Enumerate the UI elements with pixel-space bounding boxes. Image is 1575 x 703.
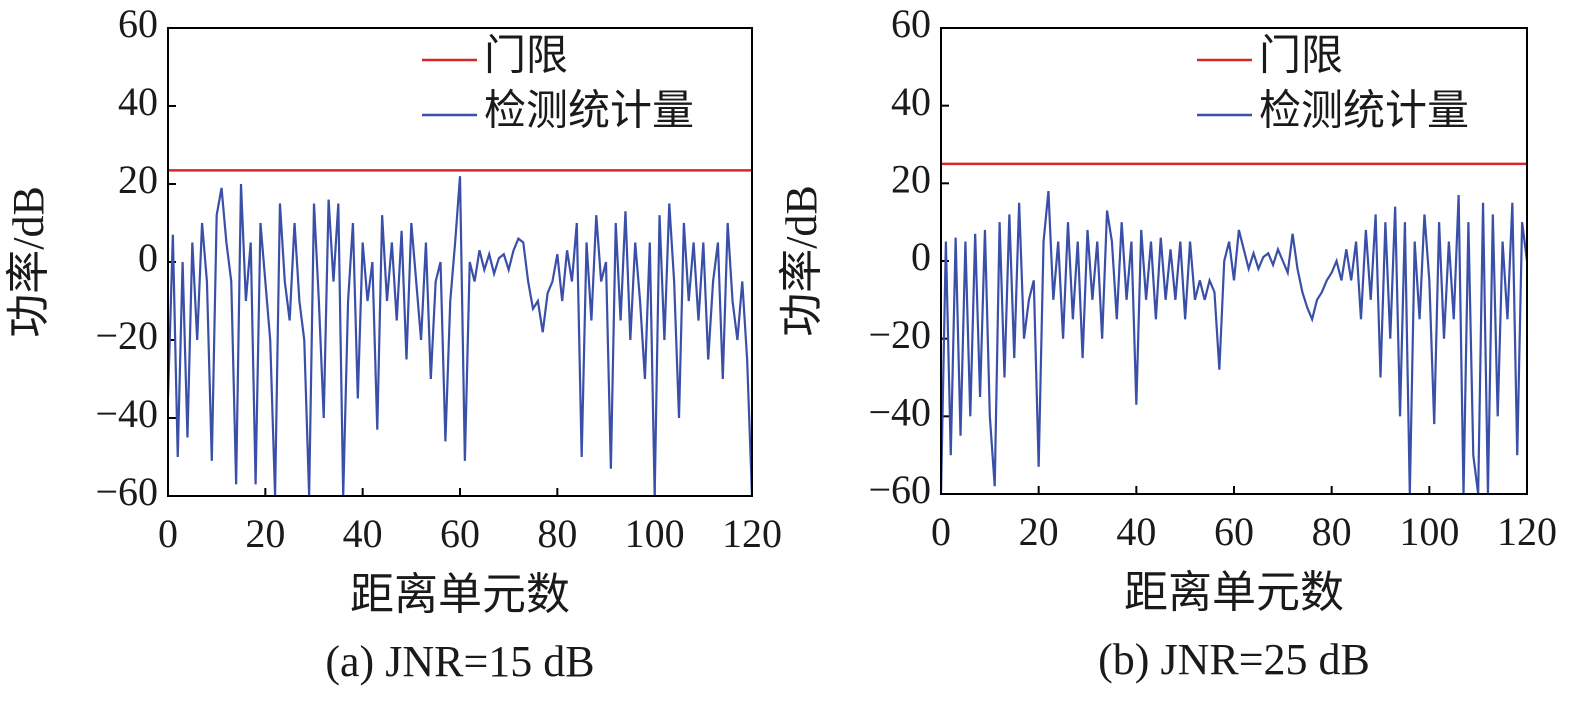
y-axis-label: 功率/dB [777, 185, 826, 337]
y-tick-label: −20 [95, 313, 158, 358]
x-tick-label: 100 [1399, 509, 1459, 554]
y-tick-label: −20 [868, 312, 931, 357]
legend-label: 门限 [1259, 34, 1343, 80]
x-tick-label: 0 [158, 511, 178, 556]
x-tick-label: 80 [1312, 509, 1352, 554]
chart: −60 −40 −20 0 20 40 60 0 20 40 60 80 100 120 门限检测统计量距离… [777, 1, 1557, 684]
x-tick-label: 60 [1214, 509, 1254, 554]
x-tick-label: 0 [931, 509, 951, 554]
x-tick-label: 60 [440, 511, 480, 556]
x-tick-label: 80 [537, 511, 577, 556]
x-tick-label: 40 [343, 511, 383, 556]
legend-label: 检测统计量 [1259, 88, 1469, 135]
x-tick-label: 40 [1116, 509, 1156, 554]
y-tick-label: 60 [118, 1, 158, 46]
y-tick-label: 40 [891, 79, 931, 124]
x-tick-label: 20 [245, 511, 285, 556]
y-tick-label: −60 [95, 469, 158, 514]
y-axis-label: 功率/dB [4, 186, 53, 338]
caption: (a) JNR=15 dB [325, 637, 594, 686]
y-tick-label: 0 [138, 235, 158, 280]
x-axis-label: 距离单元数 [1124, 568, 1344, 617]
y-tick-label: −40 [95, 391, 158, 436]
y-tick-label: 20 [891, 157, 931, 202]
x-tick-label: 120 [722, 511, 782, 556]
plot-frame [167, 27, 753, 497]
plot-frame [940, 27, 1528, 495]
y-tick-label: 40 [118, 79, 158, 124]
x-axis-label: 距离单元数 [350, 570, 570, 619]
y-tick-label: −60 [868, 467, 931, 512]
legend-label: 门限 [484, 34, 568, 80]
x-tick-label: 100 [625, 511, 685, 556]
x-tick-label: 20 [1019, 509, 1059, 554]
y-tick-label: 60 [891, 1, 931, 46]
y-tick-label: −40 [868, 390, 931, 435]
series-line [941, 190, 1527, 494]
y-tick-label: 0 [911, 234, 931, 279]
caption: (b) JNR=25 dB [1098, 635, 1370, 684]
x-tick-label: 120 [1497, 509, 1557, 554]
chart: −60 −40 −20 0 20 40 60 0 20 40 60 80 100 120 门限检测统计量距离… [4, 1, 782, 686]
series-line [168, 176, 752, 496]
legend-label: 检测统计量 [484, 88, 694, 135]
y-tick-label: 20 [118, 157, 158, 202]
